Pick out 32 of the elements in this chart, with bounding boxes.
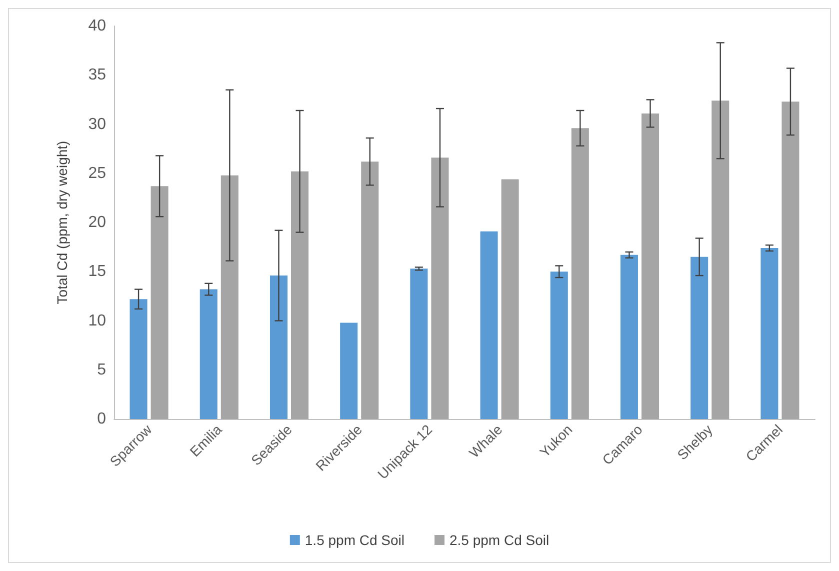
bar bbox=[642, 113, 660, 419]
bar bbox=[270, 276, 288, 419]
bar bbox=[150, 186, 168, 419]
y-tick-label: 25 bbox=[88, 164, 106, 182]
y-tick-label: 10 bbox=[88, 312, 106, 330]
bar bbox=[782, 102, 800, 419]
y-tick-label: 0 bbox=[97, 410, 106, 428]
bar bbox=[712, 100, 730, 419]
bar bbox=[361, 162, 379, 419]
legend-label: 1.5 ppm Cd Soil bbox=[304, 532, 405, 548]
bar bbox=[501, 179, 519, 419]
bar bbox=[760, 248, 778, 419]
y-tick-label: 20 bbox=[88, 214, 106, 231]
bar bbox=[620, 254, 638, 419]
bar bbox=[200, 289, 218, 419]
bar bbox=[410, 268, 428, 419]
bar bbox=[480, 231, 498, 419]
bar bbox=[690, 256, 708, 419]
y-tick-label: 35 bbox=[88, 66, 106, 84]
bar bbox=[550, 272, 568, 419]
y-tick-label: 30 bbox=[88, 116, 106, 133]
bar bbox=[291, 171, 309, 419]
y-tick-label: 40 bbox=[88, 18, 106, 34]
bar bbox=[220, 175, 238, 419]
bar bbox=[431, 158, 449, 419]
y-tick-label: 15 bbox=[88, 263, 106, 280]
bar bbox=[130, 299, 148, 419]
y-axis-title: Total Cd (ppm, dry weight) bbox=[54, 140, 70, 304]
legend-label: 2.5 ppm Cd Soil bbox=[450, 532, 550, 548]
bar bbox=[340, 322, 358, 419]
y-tick-label: 5 bbox=[97, 361, 106, 378]
bar bbox=[571, 128, 589, 419]
